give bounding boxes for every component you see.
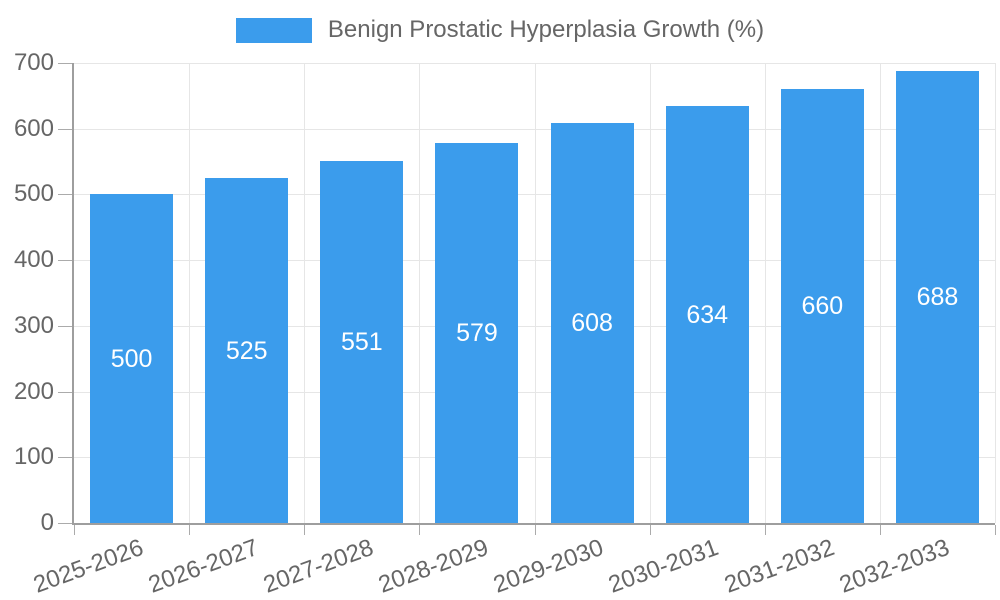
x-gridline — [879, 63, 881, 523]
bar-value-label: 551 — [340, 327, 383, 356]
x-tick-label: 2032-2033 — [835, 534, 953, 599]
bar-value-label: 579 — [456, 318, 498, 347]
bar-value-label: 500 — [110, 344, 153, 373]
y-tick-mark — [58, 391, 74, 393]
x-gridline — [304, 63, 306, 523]
y-tick-label: 500 — [13, 180, 54, 208]
bar-value-label: 688 — [916, 282, 959, 311]
bar[interactable] — [665, 106, 749, 523]
bar[interactable] — [895, 70, 979, 523]
x-axis-line — [74, 523, 995, 525]
bar[interactable] — [550, 123, 634, 523]
y-tick-mark — [58, 325, 74, 327]
x-tick-mark — [764, 525, 766, 535]
y-tick-mark — [58, 260, 74, 262]
x-tick-mark — [304, 525, 306, 535]
x-tick-label: 2026-2027 — [144, 534, 262, 599]
x-gridline — [764, 63, 766, 523]
x-gridline — [995, 63, 996, 523]
x-tick-label: 2028-2029 — [375, 534, 493, 599]
bar-value-label: 608 — [571, 309, 613, 338]
bar[interactable] — [90, 194, 174, 523]
x-tick-label: 2031-2032 — [720, 534, 838, 599]
y-tick-mark — [58, 523, 74, 524]
y-tick-label: 300 — [13, 311, 54, 339]
bar[interactable] — [780, 89, 864, 523]
x-tick-mark — [534, 525, 536, 535]
bar[interactable] — [320, 160, 404, 523]
x-tick-mark — [879, 525, 881, 535]
x-tick-mark — [649, 525, 651, 535]
y-tick-label: 700 — [13, 49, 54, 76]
legend-item[interactable]: Benign Prostatic Hyperplasia Growth (%) — [0, 16, 1000, 44]
x-tick-mark — [74, 525, 75, 535]
bar[interactable] — [435, 142, 519, 523]
y-tick-mark — [58, 128, 74, 130]
x-tick-label: 2030-2031 — [605, 534, 723, 599]
x-gridline — [189, 63, 191, 523]
y-tick-label: 0 — [40, 509, 54, 536]
y-tick-mark — [58, 63, 74, 64]
bar-value-label: 634 — [686, 300, 729, 329]
y-tick-mark — [58, 457, 74, 459]
x-tick-label: 2025-2026 — [29, 534, 147, 599]
bar-value-label: 525 — [225, 336, 268, 365]
y-tick-label: 400 — [13, 246, 54, 274]
x-tick-mark — [419, 525, 421, 535]
y-axis-line — [72, 63, 74, 525]
y-tick-mark — [58, 194, 74, 196]
bar-value-label: 660 — [801, 292, 844, 321]
bar[interactable] — [205, 178, 289, 523]
y-tick-label: 600 — [13, 114, 54, 142]
x-tick-label: 2029-2030 — [490, 534, 608, 599]
x-gridline — [649, 63, 651, 523]
x-tick-label: 2027-2028 — [259, 534, 378, 599]
x-tick-mark — [189, 525, 191, 535]
y-tick-label: 200 — [13, 377, 54, 405]
y-tick-label: 100 — [13, 443, 54, 471]
x-tick-mark — [995, 525, 996, 535]
legend-label: Benign Prostatic Hyperplasia Growth (%) — [327, 16, 765, 43]
x-gridline — [419, 63, 421, 523]
legend-swatch — [235, 17, 312, 43]
x-gridline — [534, 63, 536, 523]
